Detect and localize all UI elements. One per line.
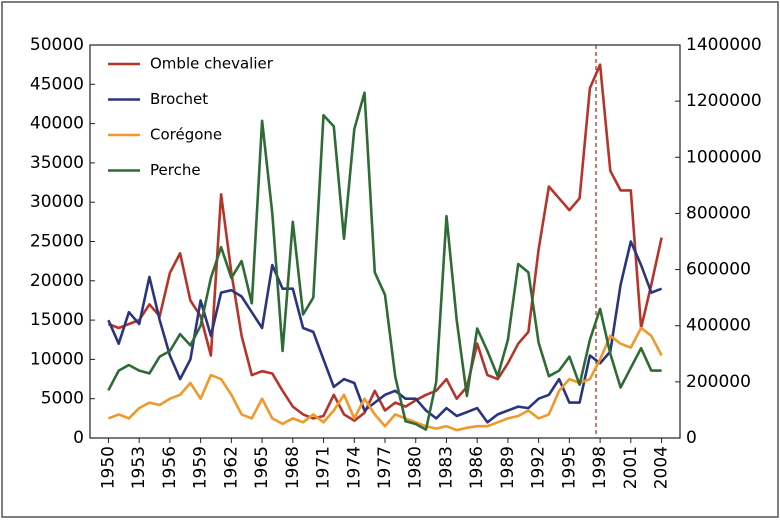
series-line	[107, 91, 662, 431]
x-tick-label: 1965	[252, 446, 272, 489]
y-tick-label: 10000	[30, 349, 84, 369]
x-tick-label: 2004	[652, 446, 672, 489]
y2-tick-label: 400000	[686, 316, 751, 336]
y2-tick-label: 1400000	[686, 35, 762, 55]
y2-tick-label: 600000	[686, 260, 751, 280]
x-tick-label: 1953	[129, 446, 149, 489]
x-tick-label: 2001	[621, 446, 641, 489]
x-tick-label: 1992	[529, 446, 549, 489]
y-tick-label: 0	[73, 428, 84, 448]
y2-tick-label: 1000000	[686, 147, 762, 167]
y-tick-label: 20000	[30, 271, 84, 291]
y-tick-label: 40000	[30, 114, 84, 134]
series-line	[107, 326, 663, 432]
x-tick-label: 1983	[436, 446, 456, 489]
y2-tick-label: 1200000	[686, 91, 762, 111]
x-tick-label: 1968	[283, 446, 303, 489]
x-tick-label: 1950	[98, 446, 118, 489]
y-tick-label: 30000	[30, 192, 84, 212]
x-tick-label: 1974	[344, 446, 364, 489]
x-tick-label: 1998	[590, 446, 610, 489]
y-tick-label: 45000	[30, 74, 84, 94]
y2-tick-label: 800000	[686, 203, 751, 223]
x-tick-label: 1995	[559, 446, 579, 489]
x-tick-label: 1977	[375, 446, 395, 489]
x-tick-label: 1962	[221, 446, 241, 489]
y-tick-label: 35000	[30, 153, 84, 173]
y-tick-label: 15000	[30, 310, 84, 330]
legend-label: Corégone	[150, 126, 222, 144]
x-tick-label: 1986	[467, 446, 487, 489]
y-tick-label: 50000	[30, 35, 84, 55]
series-line	[107, 240, 663, 424]
x-tick-label: 1971	[314, 446, 334, 489]
y-tick-label: 5000	[41, 389, 84, 409]
x-tick-label: 1956	[160, 446, 180, 489]
x-tick-label: 1959	[191, 446, 211, 489]
y2-tick-label: 200000	[686, 372, 751, 392]
legend-label: Perche	[150, 161, 201, 179]
legend-label: Omble chevalier	[150, 55, 274, 73]
y2-tick-label: 0	[686, 428, 697, 448]
y-tick-label: 25000	[30, 232, 84, 252]
x-tick-label: 1980	[406, 446, 426, 489]
series-line	[107, 63, 663, 422]
x-tick-label: 1989	[498, 446, 518, 489]
legend-label: Brochet	[150, 90, 208, 108]
